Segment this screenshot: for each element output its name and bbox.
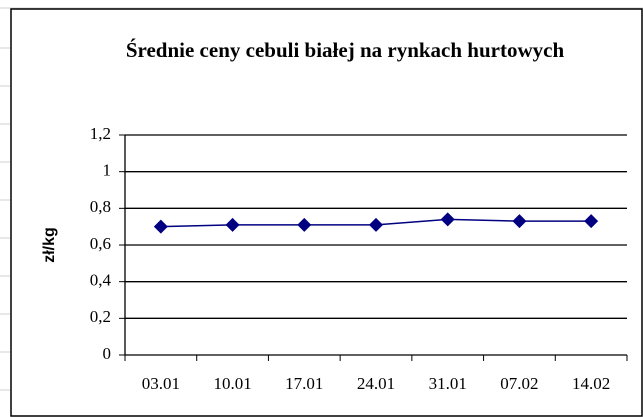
- y-tick-label: 1,2: [90, 124, 111, 143]
- x-tick-label: 10.01: [213, 374, 251, 393]
- x-tick-label: 31.01: [429, 374, 467, 393]
- y-tick-label: 0: [103, 344, 112, 363]
- y-tick-label: 1: [103, 161, 112, 180]
- chart-title: Średnie ceny cebuli białej na rynkach hu…: [125, 38, 565, 62]
- y-tick-label: 0,4: [90, 271, 112, 290]
- x-tick-label: 03.01: [142, 374, 180, 393]
- x-tick-label: 07.02: [500, 374, 538, 393]
- y-tick-label: 0,2: [90, 307, 111, 326]
- chart-border: [10, 8, 643, 417]
- data-point: [584, 214, 599, 229]
- sheet-decor: [0, 7, 643, 391]
- x-tick-label: 24.01: [357, 374, 395, 393]
- y-tick-label: 0,6: [90, 234, 111, 253]
- data-point: [440, 212, 455, 227]
- data-point: [153, 219, 168, 234]
- x-tick-label: 14.02: [572, 374, 610, 393]
- data-point: [297, 217, 312, 232]
- data-point: [225, 217, 240, 232]
- data-point: [512, 214, 527, 229]
- y-tick-label: 0,8: [90, 197, 111, 216]
- x-tick-label: 17.01: [285, 374, 323, 393]
- y-axis-label: zł/kg: [41, 227, 58, 263]
- data-point: [369, 217, 383, 232]
